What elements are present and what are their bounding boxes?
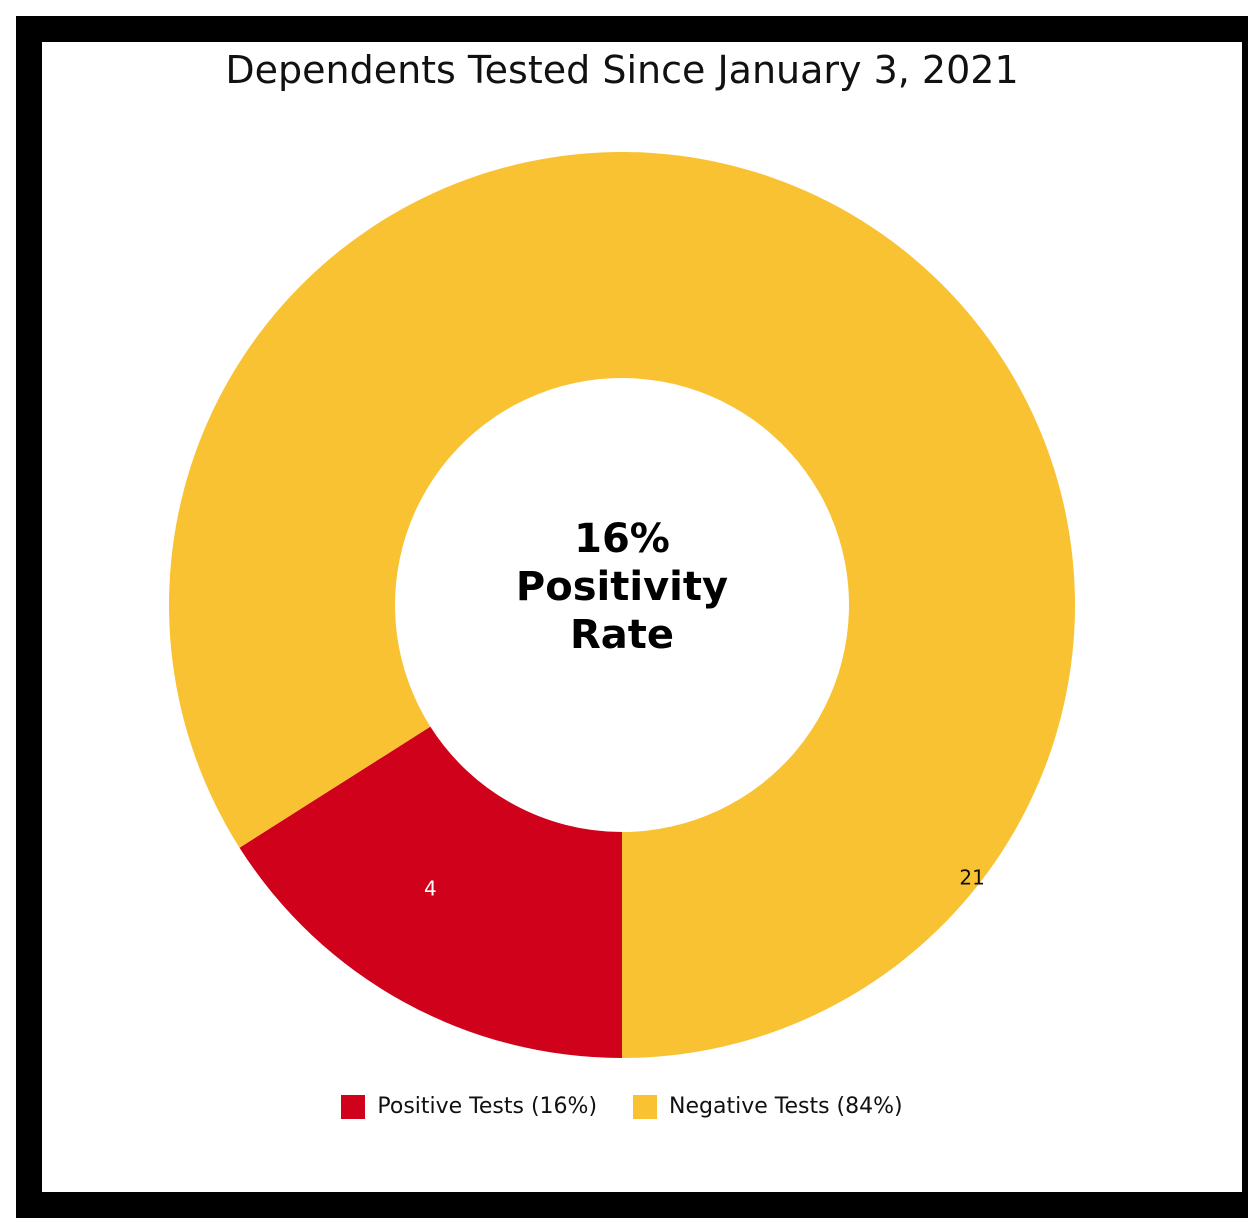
legend-swatch-positive bbox=[341, 1094, 366, 1119]
donut-slice-1[interactable] bbox=[168, 151, 1075, 1059]
legend-swatch-negative bbox=[633, 1094, 658, 1119]
donut-chart: 4 21 16% Positivity Rate bbox=[168, 151, 1075, 1059]
legend-label-positive: Positive Tests (16%) bbox=[377, 1094, 598, 1119]
chart-legend: Positive Tests (16%) Negative Tests (84%… bbox=[42, 1094, 1202, 1119]
slice-data-label-1: 21 bbox=[959, 865, 984, 889]
chart-frame: Dependents Tested Since January 3, 2021 … bbox=[16, 16, 1248, 1218]
center-label-percent: 16% bbox=[574, 516, 670, 562]
slice-data-label-0: 4 bbox=[424, 877, 437, 901]
legend-item-positive[interactable]: Positive Tests (16%) bbox=[341, 1094, 597, 1119]
center-label-rate: Rate bbox=[570, 612, 674, 658]
donut-slice-0[interactable] bbox=[239, 726, 622, 1058]
center-label-positivity: Positivity bbox=[516, 564, 728, 610]
legend-item-negative[interactable]: Negative Tests (84%) bbox=[633, 1094, 903, 1119]
chart-title: Dependents Tested Since January 3, 2021 bbox=[225, 48, 1019, 92]
legend-label-negative: Negative Tests (84%) bbox=[669, 1094, 903, 1119]
